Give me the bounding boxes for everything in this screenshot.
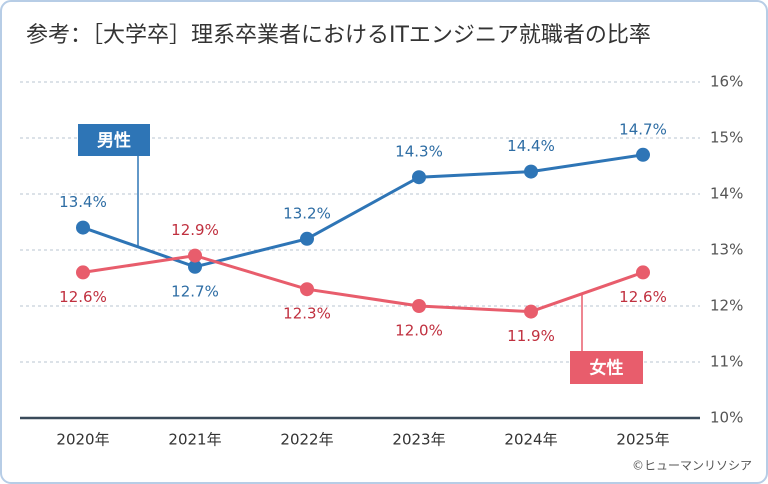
data-point xyxy=(76,265,90,280)
data-label: 13.2% xyxy=(283,204,331,222)
series-line xyxy=(82,254,644,314)
data-label: 14.4% xyxy=(507,137,555,155)
data-point xyxy=(636,147,650,162)
data-label: 12.0% xyxy=(395,322,443,340)
x-tick-label: 2021年 xyxy=(168,431,221,449)
data-point xyxy=(188,248,202,263)
data-label: 12.6% xyxy=(619,288,667,306)
data-label: 12.3% xyxy=(283,305,331,323)
data-point xyxy=(76,220,90,235)
legend-label: 女性 xyxy=(590,358,624,379)
y-tick-label: 14% xyxy=(710,185,743,203)
data-label: 14.7% xyxy=(619,120,667,138)
x-tick-label: 2024年 xyxy=(504,431,557,449)
series-line xyxy=(82,153,644,269)
y-tick-label: 13% xyxy=(710,241,743,259)
data-point xyxy=(300,231,314,246)
y-tick-label: 12% xyxy=(710,297,743,315)
x-tick-label: 2022年 xyxy=(280,431,333,449)
x-tick-label: 2025年 xyxy=(616,431,669,449)
data-point xyxy=(412,170,426,185)
data-point xyxy=(524,164,538,179)
data-point xyxy=(188,259,202,274)
legend-label: 男性 xyxy=(97,130,131,151)
x-tick-label: 2020年 xyxy=(56,431,109,449)
x-tick-label: 2023年 xyxy=(392,431,445,449)
y-tick-label: 10% xyxy=(710,409,743,427)
y-tick-label: 15% xyxy=(710,129,743,147)
legend-box xyxy=(570,351,643,384)
data-label: 14.3% xyxy=(395,143,443,161)
legend-box xyxy=(78,124,150,156)
data-point xyxy=(524,304,538,319)
data-label: 12.6% xyxy=(59,288,107,306)
data-label: 13.4% xyxy=(59,193,107,211)
y-tick-label: 16% xyxy=(710,73,743,91)
data-label: 12.7% xyxy=(171,282,219,300)
data-label: 11.9% xyxy=(507,327,555,345)
data-point xyxy=(412,299,426,313)
data-point xyxy=(636,265,650,280)
source: ©ヒューマンリソシア xyxy=(632,459,752,473)
chart-title: 参考：［大学卒］理系卒業者におけるITエンジニア就職者の比率 xyxy=(26,23,651,48)
data-label: 12.9% xyxy=(171,221,219,239)
data-point xyxy=(300,282,314,297)
y-tick-label: 11% xyxy=(710,353,743,371)
